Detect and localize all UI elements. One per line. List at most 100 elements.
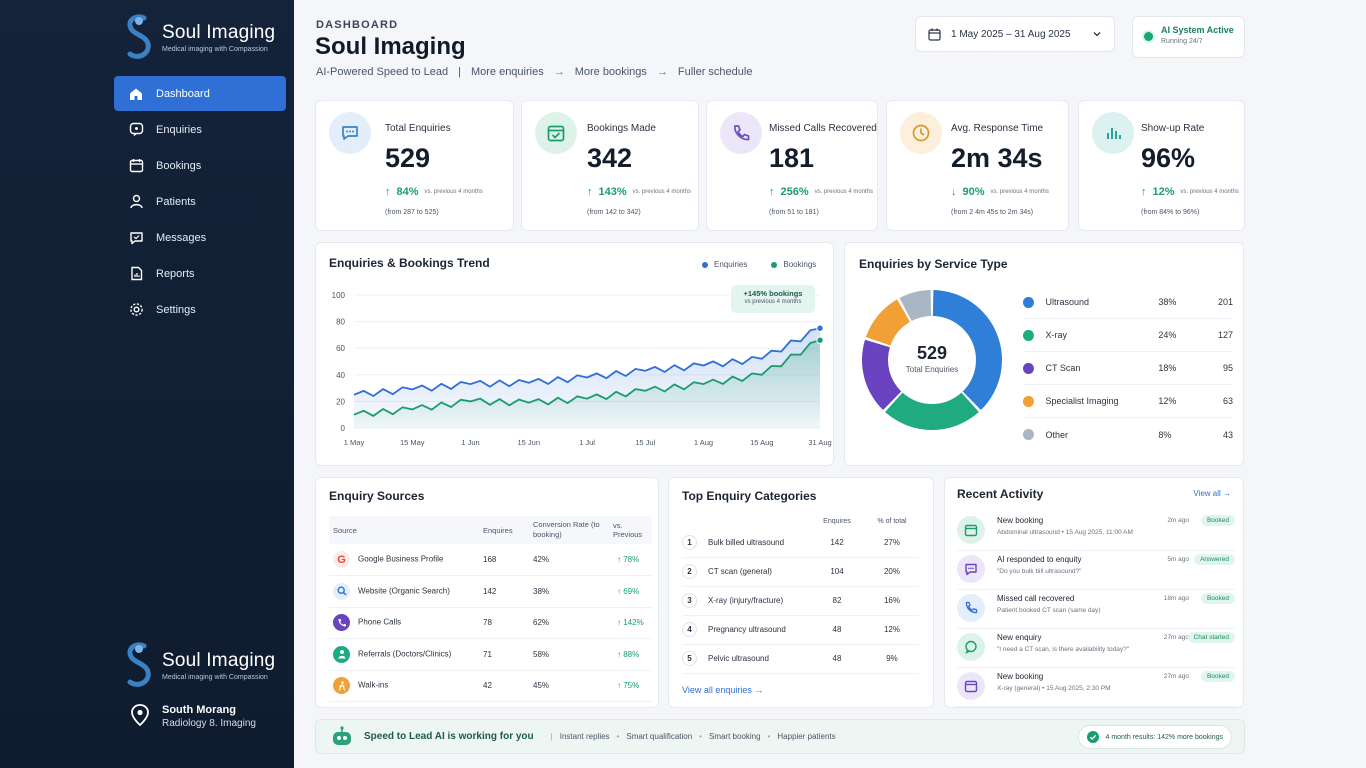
- table-row[interactable]: 1 Bulk billed ultrasound 142 27%: [682, 528, 919, 558]
- nav-item-reports[interactable]: Reports: [114, 256, 286, 291]
- tagline-part: →: [656, 66, 668, 78]
- tagline-part: Fuller schedule: [677, 66, 753, 78]
- kpi-from: (from 84% to 96%): [1141, 209, 1200, 216]
- brand-name: Soul Imaging: [162, 649, 276, 671]
- x-tick-label: 15 Jul: [635, 438, 655, 447]
- category-name: Bulk billed ultrasound: [704, 528, 809, 558]
- category-name: X-ray (injury/fracture): [704, 586, 809, 616]
- legend-dot: [1023, 329, 1034, 341]
- donut-total-label: Total Enquiries: [905, 365, 959, 374]
- activity-item[interactable]: New booking Abdominal ultrasound • 15 Au…: [957, 512, 1235, 551]
- table-row[interactable]: 3 X-ray (injury/fracture) 82 16%: [682, 586, 919, 616]
- donut-slice-x-ray: [885, 392, 979, 430]
- activity-title: New enquiry: [997, 633, 1042, 642]
- brand-name: Soul Imaging: [162, 21, 276, 43]
- table-row[interactable]: 4 Pregnancy ultrasound 48 12%: [682, 615, 919, 645]
- x-tick-label: 15 May: [400, 438, 425, 447]
- x-tick-label: 1 Jun: [461, 438, 479, 447]
- nav-item-bookings[interactable]: Bookings: [114, 148, 286, 183]
- rank-cell: 5: [682, 644, 704, 674]
- vs-value: 78%: [623, 555, 640, 564]
- table-row[interactable]: 5 Pelvic ultrasound 48 9%: [682, 644, 919, 674]
- pct-cell: 16%: [865, 586, 919, 616]
- source-name: Website (Organic Search): [358, 586, 450, 596]
- kpi-card: Avg. Response Time 2m 34s ↓ 90% vs. previo…: [886, 100, 1069, 231]
- rank-badge: 1: [682, 534, 697, 550]
- service-title: Enquiries by Service Type: [859, 257, 1008, 271]
- activity-time: 27m ago: [1163, 673, 1189, 680]
- kpi-icon: [1092, 112, 1134, 154]
- check-circle-icon: [1087, 731, 1100, 743]
- status-badge: Chat started: [1187, 632, 1235, 643]
- chevron-down-icon: [1093, 32, 1101, 37]
- conversion-cell: 38%: [529, 575, 609, 608]
- source-name: Referrals (Doctors/Clinics): [358, 649, 452, 659]
- nav-item-dashboard[interactable]: Dashboard: [114, 76, 286, 111]
- table-row[interactable]: Phone Calls 78 62% ↑ 142%: [329, 607, 652, 639]
- col-header: Enquires: [479, 516, 529, 544]
- home-icon: [128, 86, 144, 102]
- table-row[interactable]: G Google Business Profile 168 42% ↑ 78%: [329, 544, 652, 576]
- trend-title: Enquiries & Bookings Trend: [329, 256, 490, 270]
- pct-cell: 9%: [865, 644, 919, 674]
- service-pct: 12%: [1158, 396, 1177, 406]
- table-row[interactable]: Website (Organic Search) 142 38% ↑ 69%: [329, 575, 652, 608]
- referral-icon: [333, 645, 350, 663]
- col-header: % of total: [877, 517, 907, 525]
- legend-dot: [1023, 296, 1034, 308]
- col-header: Enquires: [823, 517, 851, 525]
- category-name: Pelvic ultrasound: [704, 644, 809, 674]
- view-all-activity-link[interactable]: View all →: [1193, 489, 1231, 498]
- kpi-card: Show-up Rate 96% ↑ 12% vs. previous 4 mont…: [1078, 100, 1245, 231]
- legend-dot: [1023, 395, 1034, 407]
- arrow-up-icon: ↑: [617, 681, 624, 691]
- tagline-part: AI-Powered Speed to Lead: [316, 66, 449, 78]
- conversion-cell: 62%: [529, 607, 609, 639]
- nav-item-enquiries[interactable]: Enquiries: [114, 112, 286, 147]
- kpi-value: 181: [769, 143, 815, 173]
- date-range-value: 1 May 2025 – 31 Aug 2025: [951, 28, 1071, 40]
- service-legend-item: CT Scan 18% 95: [1023, 352, 1233, 385]
- activity-item[interactable]: New booking X-ray (general) • 15 Aug 202…: [957, 668, 1235, 707]
- enquiries-cell: 78: [479, 607, 529, 639]
- table-row[interactable]: 2 CT scan (general) 104 20%: [682, 557, 919, 587]
- service-name: X-ray: [1045, 330, 1068, 340]
- nav-item-settings[interactable]: Settings: [114, 292, 286, 327]
- table-row[interactable]: Referrals (Doctors/Clinics) 71 58% ↑ 88%: [329, 638, 652, 671]
- footer-item: Smart qualification: [626, 732, 693, 741]
- trend-card: Enquiries & Bookings Trend Enquiries Boo…: [315, 242, 834, 466]
- col-header: Conversion Rate (to booking): [529, 516, 609, 544]
- x-tick-label: 1 Aug: [694, 438, 713, 447]
- enquiries-cell: 168: [479, 544, 529, 576]
- nav-item-messages[interactable]: Messages: [114, 220, 286, 255]
- col-header: vs. Previous: [609, 516, 652, 544]
- categories-title: Top Enquiry Categories: [682, 489, 817, 503]
- kpi-change-value: 90%: [962, 186, 985, 198]
- tagline-part: More bookings: [574, 66, 647, 78]
- activity-item[interactable]: AI responded to enquity "Do you bulk bil…: [957, 551, 1235, 590]
- kpi-label: Avg. Response Time: [951, 123, 1044, 134]
- view-all-enquiries-link[interactable]: View all enquiries →: [682, 685, 764, 695]
- date-range-picker[interactable]: 1 May 2025 – 31 Aug 2025: [915, 16, 1115, 52]
- divider: •: [767, 732, 771, 741]
- divider: |: [550, 732, 553, 741]
- tagline-part: |: [458, 66, 461, 78]
- activity-time: 5m ago: [1167, 556, 1189, 563]
- logo-mark-icon: [127, 14, 151, 59]
- enquiries-cell: 71: [479, 638, 529, 671]
- logo[interactable]: Soul Imaging Medical imaging with Compas…: [122, 12, 275, 62]
- kpi-change-value: 143%: [598, 186, 627, 198]
- activity-item[interactable]: Missed call recovered Patient booked CT …: [957, 590, 1235, 629]
- logo-mark-icon: [127, 642, 151, 687]
- vs-value: 75%: [623, 681, 640, 691]
- conversion-cell: 58%: [529, 638, 609, 671]
- kpi-vs: vs. previous 4 months: [632, 189, 691, 195]
- y-tick-label: 40: [336, 371, 345, 380]
- activity-item[interactable]: New enquiry "I need a CT scan, is there …: [957, 629, 1235, 668]
- donut-slice-ct-scan: [862, 339, 902, 411]
- x-tick-label: 31 Aug: [808, 438, 831, 447]
- nav-item-patients[interactable]: Patients: [114, 184, 286, 219]
- table-row[interactable]: Walk-ins 42 45% ↑ 75%: [329, 670, 652, 702]
- kpi-change-value: 84%: [396, 186, 419, 198]
- conversion-cell: 42%: [529, 544, 609, 576]
